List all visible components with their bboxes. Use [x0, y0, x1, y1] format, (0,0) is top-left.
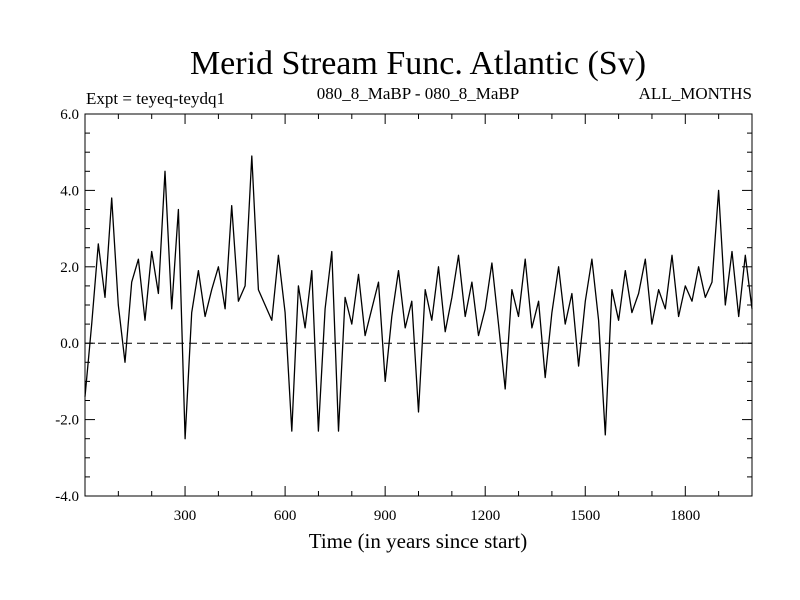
series-line-0 — [84, 155, 753, 440]
plot-area: -4.0 -2.0 0.0 2.0 4.0 6.0 300 600 900 1200 1500 180… — [55, 107, 753, 524]
x-tick-label: 900 — [374, 508, 397, 524]
y-tick-label: -4.0 — [55, 489, 79, 505]
y-tick-label: 0.0 — [60, 336, 79, 352]
chart-subtitle-left: Expt = teyeq-teydq1 — [86, 89, 225, 108]
x-tick-label: 600 — [274, 508, 297, 524]
y-tick-label: 2.0 — [60, 260, 79, 276]
y-tick-label: 4.0 — [60, 183, 79, 199]
x-tick-label: 1500 — [570, 508, 600, 524]
chart-subtitle-center: 080_8_MaBP - 080_8_MaBP — [317, 84, 519, 103]
x-axis-label: Time (in years since start) — [309, 529, 528, 553]
chart-subtitle-right: ALL_MONTHS — [639, 84, 752, 103]
x-tick-label: 1800 — [670, 508, 700, 524]
y-tick-label: -2.0 — [55, 413, 79, 429]
chart-title: Merid Stream Func. Atlantic (Sv) — [190, 45, 646, 82]
plot-frame — [84, 113, 753, 497]
x-tick-label: 300 — [174, 508, 197, 524]
x-tick-label: 1200 — [470, 508, 500, 524]
y-tick-label: 6.0 — [60, 107, 79, 123]
